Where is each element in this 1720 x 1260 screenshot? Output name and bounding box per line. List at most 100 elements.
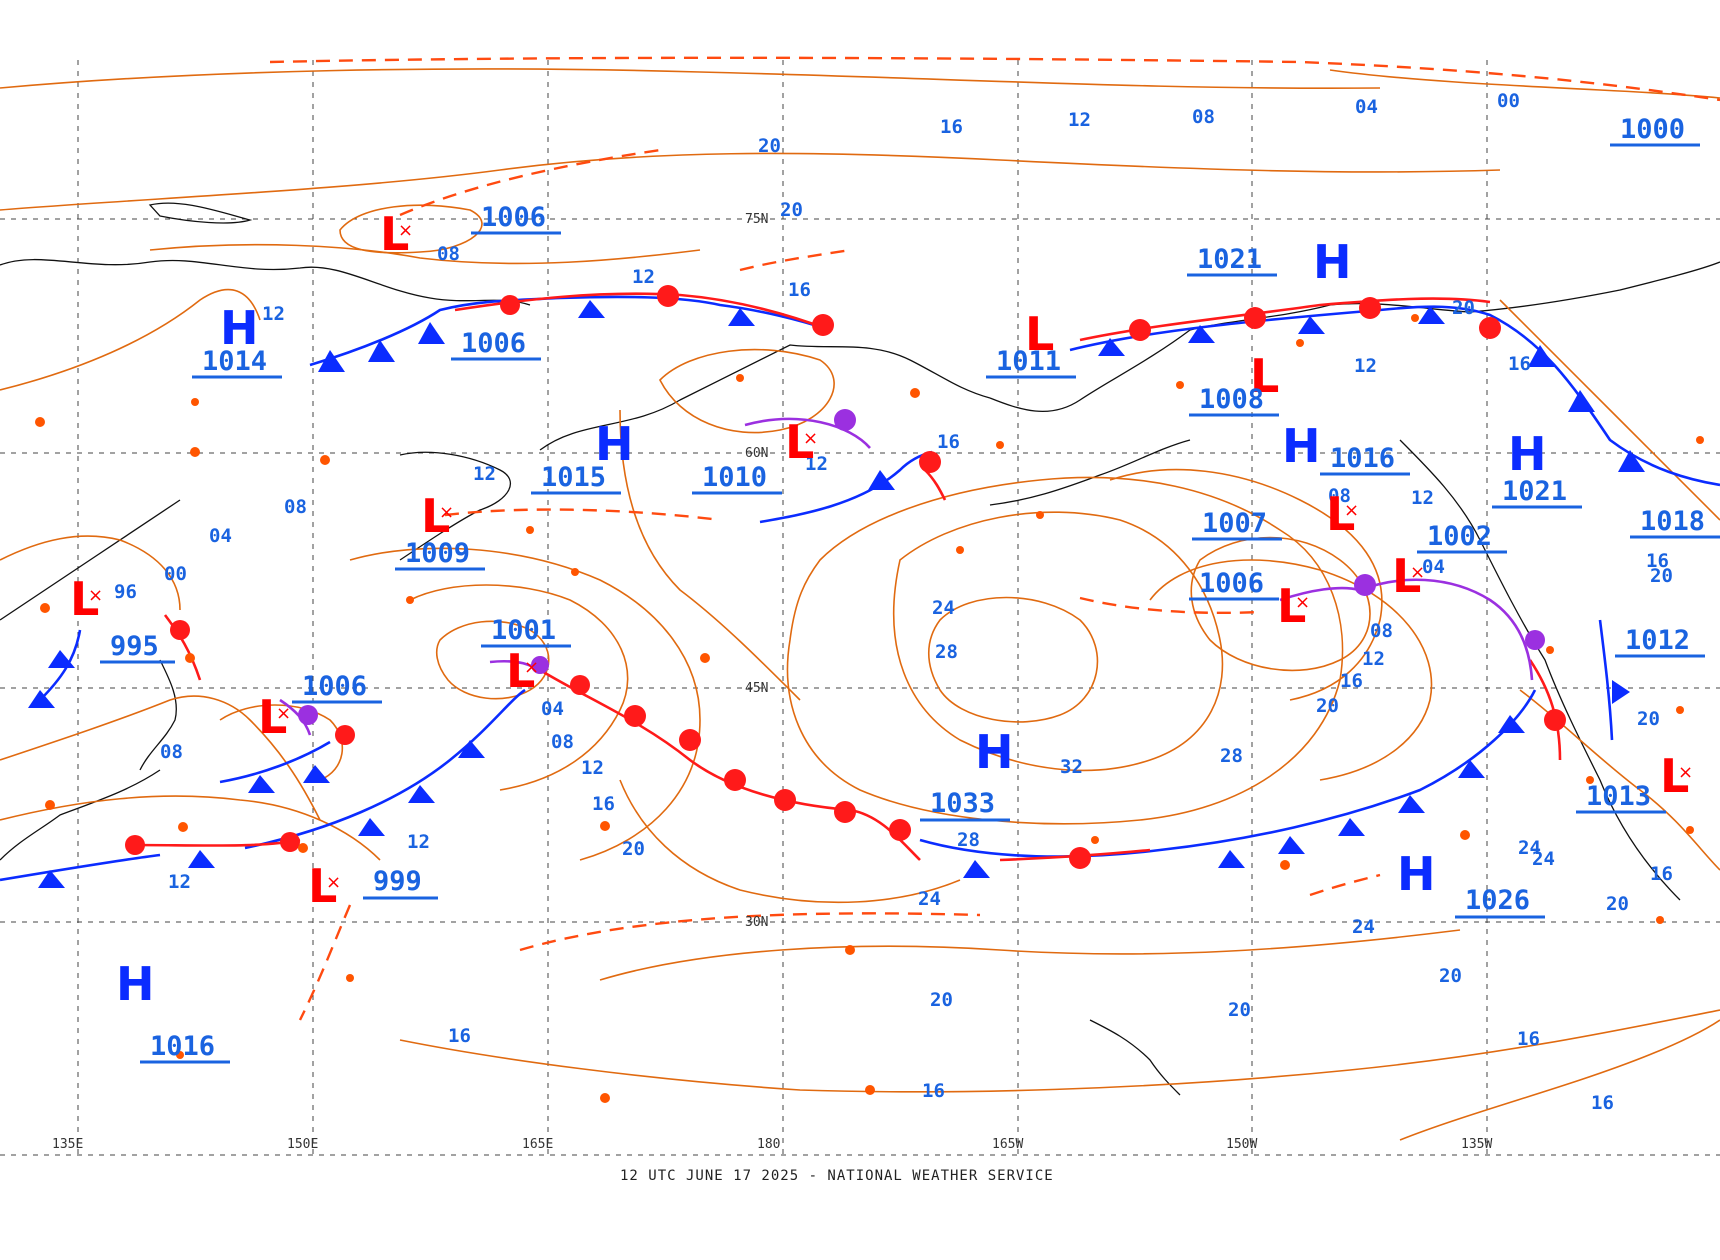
low-center-x-icon: ×: [1344, 500, 1359, 521]
isobar-label: 16: [1517, 1028, 1540, 1050]
isobar-label: 24: [1518, 837, 1541, 859]
isobar-label: 20: [780, 199, 803, 221]
low-pressure-centers: L × 1006 1006 L × 1009 L × 995 L × 1006: [70, 114, 1720, 913]
low-center-x-icon: ×: [398, 220, 413, 241]
low-center-x-icon: ×: [1678, 762, 1693, 783]
isobar-label: 08: [437, 243, 460, 265]
low-center: L × 999: [308, 859, 438, 913]
low-center: 1006: [451, 328, 541, 361]
lon-label: 135E: [52, 1137, 83, 1152]
high-letter: H: [220, 301, 259, 355]
low-center: L × 995: [70, 572, 175, 664]
high-letter: H: [1313, 235, 1352, 289]
high-pressure-centers: H 1014 H 1015 1010 H 1021 H 1016 H 1021: [116, 235, 1582, 1064]
low-pressure-value: 999: [373, 866, 422, 897]
low-letter: L: [1025, 307, 1054, 361]
isobar-label: 20: [758, 135, 781, 157]
isobar-label: 12: [632, 266, 655, 288]
low-center-x-icon: ×: [276, 703, 291, 724]
isobar-label: 00: [164, 563, 187, 585]
isobar-label: 04: [1355, 96, 1378, 118]
low-pressure-value: 1001: [491, 615, 556, 646]
low-center: L × 1006: [1189, 568, 1310, 633]
low-pressure-value: 1009: [405, 538, 470, 569]
isobar-label: 20: [1650, 565, 1673, 587]
isobar-label: 04: [541, 698, 564, 720]
lon-label: 150W: [1226, 1137, 1257, 1152]
isobar-label: 24: [932, 597, 955, 619]
low-letter: L: [785, 415, 814, 469]
low-letter: L: [1326, 487, 1355, 541]
isobars: [0, 68, 1720, 1141]
low-letter: L: [1392, 549, 1421, 603]
isobar-label: 96: [114, 581, 137, 603]
high-pressure-value: 1016: [1330, 443, 1395, 474]
isobar-label: 12: [1354, 355, 1377, 377]
low-center-x-icon: ×: [1410, 562, 1425, 583]
isobar-label: 04: [209, 525, 232, 547]
station-plots: [35, 314, 1704, 1103]
isobar-labels: 20 20 16 12 08 04 00 08 12 16 12 12 12 1…: [114, 90, 1673, 1114]
low-letter: L: [1660, 749, 1689, 803]
coastlines: [0, 202, 1720, 1096]
low-letter: L: [258, 690, 287, 744]
low-pressure-value: 1013: [1586, 781, 1651, 812]
low-center: 1018: [1630, 506, 1720, 539]
troughs: [269, 56, 1720, 1021]
lon-label: 180: [757, 1137, 780, 1152]
low-center: L × 1001: [481, 615, 571, 698]
low-letter: L: [1277, 579, 1306, 633]
low-letter: L: [1250, 349, 1279, 403]
low-pressure-value: 1006: [302, 671, 367, 702]
low-pressure-value: 1008: [1199, 384, 1264, 415]
lat-label: 30N: [745, 915, 768, 930]
high-letter: H: [116, 957, 155, 1011]
grid-labels: 135E 150E 165E 180 165W 150W 135W 75N 60…: [52, 212, 1492, 1152]
low-center: L × 1007: [1192, 487, 1359, 541]
low-letter: L: [308, 859, 337, 913]
high-pressure-value: 1016: [150, 1031, 215, 1062]
low-pressure-value: 1012: [1625, 625, 1690, 656]
isobar-label: 12: [1068, 109, 1091, 131]
isobar-label: 20: [1452, 297, 1475, 319]
high-center: H 1033: [920, 725, 1014, 822]
isobar-label: 20: [622, 838, 645, 860]
isobar-label: 20: [930, 989, 953, 1011]
low-pressure-value: 1002: [1427, 521, 1492, 552]
low-center: L × 1013: [1576, 749, 1693, 814]
low-center-x-icon: ×: [1295, 592, 1310, 613]
high-letter: H: [1282, 419, 1321, 473]
isobar-label: 08: [1370, 620, 1393, 642]
isobar-label: 12: [805, 453, 828, 475]
isobar-label: 24: [1352, 916, 1375, 938]
low-center: L × 1006: [258, 671, 382, 744]
lon-label: 135W: [1461, 1137, 1492, 1152]
isobar-label: 08: [551, 731, 574, 753]
isobar-label: 20: [1637, 708, 1660, 730]
isobar-label: 16: [1650, 863, 1673, 885]
low-letter: L: [70, 572, 99, 626]
isobar-label: 20: [1606, 893, 1629, 915]
isobar-label: 28: [935, 641, 958, 663]
isobar-label: 16: [937, 431, 960, 453]
low-pressure-value: 1006: [461, 328, 526, 359]
high-center: H 1021: [1492, 427, 1582, 509]
high-center: H 1021: [1187, 235, 1352, 289]
isobar-label: 12: [407, 831, 430, 853]
high-center: H 1014: [192, 301, 282, 379]
low-center-x-icon: ×: [439, 502, 454, 523]
high-pressure-value: 1033: [930, 788, 995, 819]
chart-footer: 12 UTC JUNE 17 2025 - NATIONAL WEATHER S…: [620, 1168, 1054, 1184]
low-pressure-value: 1000: [1620, 114, 1685, 145]
lon-label: 165E: [522, 1137, 553, 1152]
isobar-label: 16: [922, 1080, 945, 1102]
low-center-x-icon: ×: [803, 428, 818, 449]
low-pressure-value: 1006: [1199, 568, 1264, 599]
lon-label: 165W: [992, 1137, 1023, 1152]
isobar-label: 16: [788, 279, 811, 301]
low-letter: L: [380, 207, 409, 261]
isobar-label: 00: [1497, 90, 1520, 112]
isobar-label: 32: [1060, 756, 1083, 778]
